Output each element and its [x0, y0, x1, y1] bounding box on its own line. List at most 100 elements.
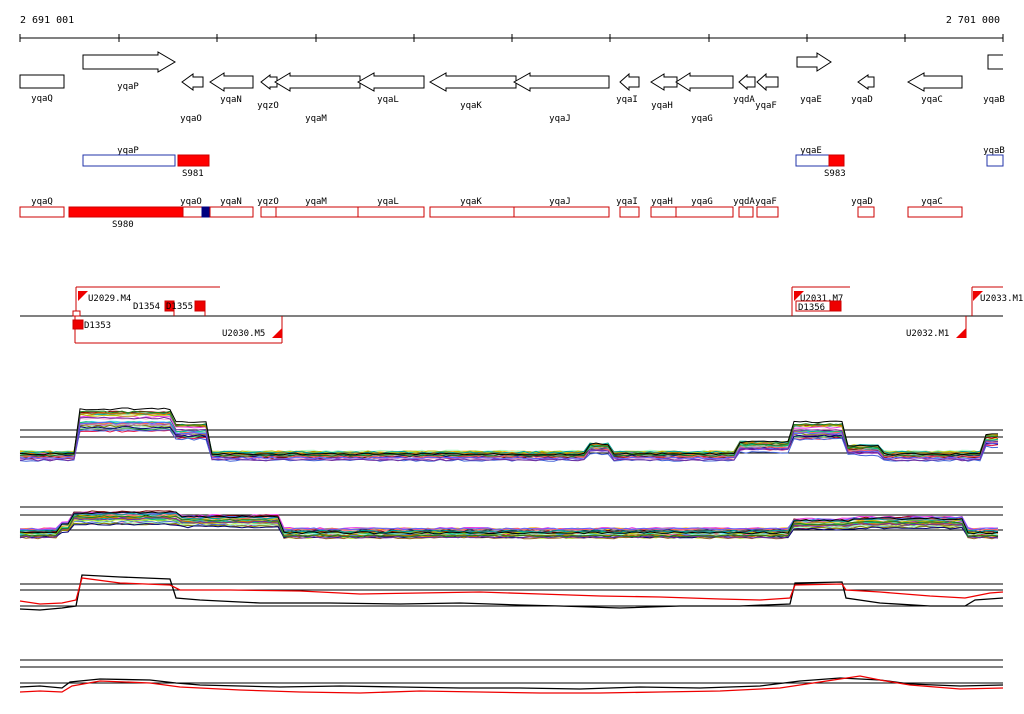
segment-label: S981	[182, 169, 204, 179]
antisense-gene-yqaM[interactable]: yqaM	[275, 197, 359, 218]
antisense-gene-yqaC[interactable]: yqaC	[907, 197, 963, 218]
antisense-gene-label: yqaF	[755, 197, 777, 207]
antisense-gene-yqaK[interactable]: yqaK	[429, 197, 515, 218]
gene-yqaP[interactable]: yqaP	[82, 51, 176, 92]
antisense-transcript-track: yqaQ S980 yqaO yqaN yqzO yqaM yqaL	[19, 197, 963, 230]
gene-yqaJ[interactable]: yqaJ	[512, 72, 610, 124]
antisense-gene-label: yqaG	[691, 197, 713, 207]
gene-label: yqaP	[117, 82, 139, 92]
gene-yqaK[interactable]: yqaK	[428, 72, 517, 111]
expression-trace	[19, 511, 999, 535]
antisense-gene-yqaG[interactable]: yqaG	[675, 197, 734, 218]
gene-label: yqdA	[733, 95, 755, 105]
feature-U2033.M1[interactable]: U2033.M1	[973, 291, 1023, 304]
feature-D1353[interactable]: D1353	[72, 310, 111, 331]
antisense-gene-yqaQ[interactable]: yqaQ	[19, 197, 65, 218]
gene-label: yqaB	[983, 95, 1005, 105]
gene-label: yqzO	[257, 101, 279, 111]
feature-label: U2029.M4	[88, 294, 131, 304]
gene-label: yqaG	[691, 114, 713, 124]
feature-D1355[interactable]: D1355	[166, 300, 206, 316]
gene-yqaB[interactable]: yqaB	[983, 54, 1005, 105]
gene-yqaI[interactable]: yqaI	[616, 72, 640, 105]
sense-gene-label: yqaB	[983, 146, 1005, 156]
expression-trace	[19, 515, 999, 538]
feature-label: D1356	[798, 303, 825, 313]
segment-S983[interactable]: S983	[824, 169, 846, 179]
expression-trace	[19, 407, 998, 456]
gene-yqdA[interactable]: yqdA	[733, 73, 756, 105]
gene-yqaN[interactable]: yqaN	[209, 72, 254, 105]
summary-trace-black	[19, 574, 1004, 611]
feature-label: U2031.M7	[800, 294, 843, 304]
gene-yqaM[interactable]: yqaM	[274, 72, 361, 124]
summary-trace-red	[19, 675, 1004, 694]
antisense-gene-yqdA[interactable]: yqdA	[733, 197, 755, 218]
sense-gene-yqaB[interactable]: yqaB	[983, 146, 1005, 167]
feature-label: U2033.M1	[980, 294, 1023, 304]
gene-yqaH[interactable]: yqaH	[650, 73, 678, 111]
ruler-end-label: 2 701 000	[946, 15, 1000, 26]
sense-transcript-track: yqaP S981 yqaE S983 yqaB	[82, 146, 1005, 179]
sense-gene-yqaP[interactable]: yqaP	[82, 146, 176, 167]
expression-summary-antisense	[19, 659, 1004, 694]
feature-label: U2032.M1	[906, 329, 949, 339]
gene-label: yqaF	[755, 101, 777, 111]
segment-label: S980	[112, 220, 134, 230]
expression-profile-antisense	[19, 506, 1003, 540]
gene-yqzO[interactable]: yqzO	[257, 73, 279, 111]
gene-yqaC[interactable]: yqaC	[906, 72, 963, 105]
antisense-gene-yqaL[interactable]: yqaL	[357, 197, 425, 218]
antisense-gene-label: yqaN	[220, 197, 242, 207]
antisense-gene-yqaO[interactable]: yqaO	[180, 197, 211, 218]
gene-label: yqaL	[377, 95, 399, 105]
expression-trace	[19, 512, 999, 533]
antisense-gene-label: yqaH	[651, 197, 673, 207]
gene-yqaO[interactable]: yqaO	[180, 73, 204, 124]
gene-yqaD[interactable]: yqaD	[851, 74, 875, 105]
antisense-gene-yqaN[interactable]: yqaN	[209, 197, 254, 218]
antisense-gene-label: yqaO	[180, 197, 202, 207]
feature-D1354[interactable]: D1354	[133, 300, 175, 316]
summary-trace-red	[19, 577, 1004, 605]
gene-yqaQ[interactable]: yqaQ	[19, 74, 65, 104]
gene-yqaE[interactable]: yqaE	[796, 52, 832, 105]
antisense-gene-label: yqzO	[257, 197, 279, 207]
gene-yqaL[interactable]: yqaL	[356, 72, 425, 105]
summary-trace-black	[19, 677, 1004, 690]
feature-label: D1354	[133, 302, 160, 312]
coordinate-ruler: 2 691 001 2 701 000	[19, 15, 1004, 42]
gene-yqaG[interactable]: yqaG	[675, 72, 734, 124]
expression-profile-sense	[19, 407, 1003, 462]
expression-trace	[19, 416, 999, 462]
gene-label: yqaO	[180, 114, 202, 124]
feature-U2031.M7[interactable]: U2031.M7	[794, 291, 843, 304]
feature-U2032.M1[interactable]: U2032.M1	[906, 328, 966, 339]
sense-gene-label: yqaP	[117, 146, 139, 156]
antisense-gene-label: yqaL	[377, 197, 399, 207]
antisense-gene-label: yqaI	[616, 197, 638, 207]
antisense-gene-yqaJ[interactable]: yqaJ	[513, 197, 610, 218]
gene-label: yqaM	[305, 114, 327, 124]
antisense-gene-yqaI[interactable]: yqaI	[616, 197, 640, 218]
expression-summary-sense	[19, 574, 1004, 611]
antisense-gene-yqaD[interactable]: yqaD	[851, 197, 875, 218]
gene-label: yqaC	[921, 95, 943, 105]
antisense-gene-yqaF[interactable]: yqaF	[755, 197, 779, 218]
segment-S981[interactable]: S981	[177, 154, 210, 179]
gene-label: yqaN	[220, 95, 242, 105]
feature-U2029.M4[interactable]: U2029.M4	[78, 291, 131, 304]
antisense-gene-label: yqaM	[305, 197, 327, 207]
sense-gene-label: yqaE	[800, 146, 822, 156]
feature-U2030.M5[interactable]: U2030.M5	[222, 328, 282, 339]
gene-yqaF[interactable]: yqaF	[755, 72, 779, 111]
antisense-gene-label: yqaJ	[549, 197, 571, 207]
sense-gene-yqaE[interactable]: yqaE	[795, 146, 845, 167]
antisense-gene-label: yqaC	[921, 197, 943, 207]
feature-D1356[interactable]: D1356	[795, 300, 842, 313]
antisense-gene-yqaH[interactable]: yqaH	[650, 197, 677, 218]
segment-S980[interactable]: S980	[68, 206, 184, 230]
ruler-start-label: 2 691 001	[20, 15, 74, 26]
gene-label: yqaE	[800, 95, 822, 105]
